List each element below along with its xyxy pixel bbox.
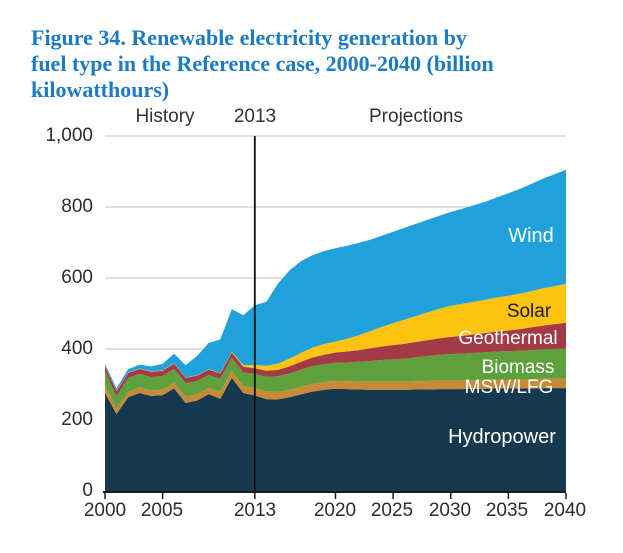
x-tick-2030: 2030: [428, 500, 472, 521]
figure-title-line-1: Figure 34. Renewable electricity generat…: [31, 25, 467, 50]
series-label-solar: Solar: [506, 301, 552, 322]
x-tick-2020: 2020: [313, 500, 357, 521]
figure-title-line-2: fuel type in the Reference case, 2000-20…: [31, 51, 494, 76]
area-wind: [105, 169, 566, 391]
x-tick-2040: 2040: [543, 500, 587, 521]
x-tick-2005: 2005: [140, 500, 184, 521]
area-geothermal: [105, 322, 566, 397]
series-label-geothermal: Geothermal: [458, 328, 558, 349]
series-label-biomass: Biomass: [481, 357, 555, 378]
x-tick-2013: 2013: [233, 500, 277, 521]
x-tick-2025: 2025: [370, 500, 414, 521]
x-tick-2000: 2000: [83, 500, 127, 521]
y-tick-200: 200: [61, 409, 93, 430]
y-tick-600: 600: [61, 267, 93, 288]
series-label-wind: Wind: [508, 225, 554, 247]
area-hydropower: [105, 377, 566, 491]
figure-title: Figure 34. Renewable electricity generat…: [31, 25, 591, 103]
projections-annotation: Projections: [369, 106, 463, 127]
history-annotation: History: [135, 106, 195, 127]
series-label-msw-lfg: MSW/LFG: [464, 377, 554, 398]
area-solar: [105, 283, 566, 392]
y-tick-1000: 1,000: [45, 125, 93, 146]
area-biomass: [105, 348, 566, 409]
divider-year-annotation: 2013: [233, 106, 277, 127]
x-tick-2035: 2035: [485, 500, 529, 521]
y-tick-0: 0: [82, 480, 93, 501]
area-msw-lfg: [105, 371, 566, 414]
y-tick-800: 800: [61, 196, 93, 217]
y-tick-400: 400: [61, 338, 93, 359]
figure-title-line-3: kilowatthours): [31, 77, 170, 102]
series-label-hydropower: Hydropower: [448, 426, 556, 448]
